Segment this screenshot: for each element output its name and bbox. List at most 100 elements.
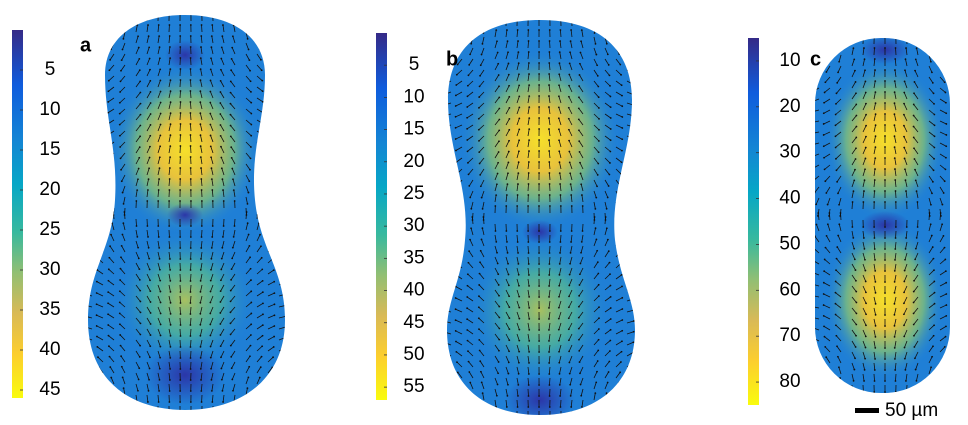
- vector-head: [158, 46, 161, 49]
- vector-arrow: [494, 184, 498, 192]
- vector-head: [179, 112, 182, 114]
- vector-arrow: [245, 152, 251, 159]
- vector-arrow: [221, 372, 225, 380]
- vector-head: [478, 162, 481, 165]
- vector-arrow: [278, 108, 285, 112]
- vector-head: [85, 270, 87, 272]
- vector-head: [548, 340, 550, 342]
- vector-head: [200, 225, 203, 227]
- vector-arrow: [222, 179, 225, 187]
- vector-arrow: [135, 81, 141, 88]
- vector-arrow: [558, 74, 562, 82]
- vector-head: [507, 361, 510, 364]
- vector-arrow: [824, 259, 831, 265]
- vector-arrow: [580, 184, 584, 192]
- vector-head: [864, 91, 867, 94]
- vector-arrow: [913, 296, 919, 303]
- vector-head: [570, 230, 573, 232]
- vector-arrow: [838, 367, 842, 375]
- vector-arrow: [505, 195, 508, 203]
- vector-head: [250, 279, 252, 281]
- vector-head: [884, 292, 886, 294]
- vector-head: [250, 323, 253, 326]
- vector-head: [630, 184, 633, 187]
- vector-head: [854, 357, 856, 360]
- vector-head: [548, 351, 550, 353]
- vector-arrow: [569, 256, 573, 264]
- vector-head: [123, 398, 126, 400]
- vector-arrow: [479, 350, 485, 357]
- vector-head: [855, 334, 857, 337]
- vector-head: [107, 122, 109, 125]
- vector-arrow: [915, 241, 919, 249]
- vector-arrow: [190, 79, 192, 88]
- vector-head: [200, 258, 202, 260]
- vector-head: [179, 313, 182, 315]
- vector-arrow: [823, 270, 831, 276]
- vector-arrow: [894, 252, 897, 260]
- vector-head: [179, 123, 182, 125]
- vector-head: [854, 346, 857, 348]
- vector-arrow: [88, 282, 93, 286]
- vector-arrow: [527, 388, 529, 397]
- vector-arrow: [199, 295, 203, 303]
- vector-arrow: [904, 169, 908, 177]
- vector-arrow: [928, 54, 932, 62]
- vector-head: [148, 367, 151, 370]
- vector-head: [179, 24, 182, 26]
- vector-arrow: [916, 384, 919, 393]
- vector-head: [120, 355, 123, 358]
- vector-arrow: [593, 371, 598, 379]
- vector-arrow: [516, 300, 520, 308]
- scale-bar: [855, 408, 879, 413]
- vector-head: [273, 325, 276, 327]
- vector-head: [812, 327, 814, 329]
- vector-head: [598, 295, 600, 297]
- vector-arrow: [267, 196, 271, 204]
- vector-arrow: [815, 316, 820, 320]
- colorbar-tick-label: 45: [39, 379, 60, 400]
- colorbar-tick-label: 40: [779, 188, 800, 209]
- vector-head: [538, 307, 541, 309]
- vector-arrow: [90, 212, 93, 220]
- vector-arrow: [494, 63, 499, 71]
- vector-arrow: [90, 20, 93, 28]
- vector-head: [457, 381, 460, 384]
- vector-head: [518, 361, 520, 364]
- vector-head: [628, 392, 631, 395]
- vector-head: [284, 304, 285, 307]
- vector-arrow: [840, 212, 842, 221]
- vector-head: [210, 167, 213, 170]
- vector-head: [568, 161, 571, 164]
- vector-arrow: [494, 195, 497, 203]
- vector-head: [469, 196, 472, 199]
- vector-arrow: [96, 303, 104, 308]
- vector-arrow: [470, 228, 474, 236]
- vector-arrow: [245, 108, 252, 114]
- vector-head: [466, 139, 469, 141]
- vector-arrow: [838, 197, 842, 205]
- panel-label: b: [446, 48, 458, 70]
- vector-arrow: [895, 373, 897, 382]
- vector-arrow: [278, 326, 285, 330]
- vector-arrow: [815, 260, 820, 265]
- vector-head: [200, 167, 202, 169]
- vector-head: [458, 42, 461, 45]
- vector-arrow: [456, 80, 463, 86]
- colorbar-tick-label: 30: [403, 215, 424, 236]
- vector-arrow: [256, 257, 262, 264]
- vector-arrow: [447, 190, 452, 198]
- vector-head: [84, 326, 86, 328]
- vector-arrow: [626, 403, 628, 412]
- vector-arrow: [478, 124, 485, 131]
- vector-arrow: [928, 65, 933, 73]
- vector-head: [914, 179, 917, 182]
- vector-arrow: [823, 315, 831, 320]
- vector-arrow: [604, 329, 611, 335]
- vector-head: [915, 47, 918, 50]
- vector-head: [234, 13, 236, 15]
- vector-head: [88, 191, 90, 193]
- field-c: [812, 38, 950, 393]
- vector-arrow: [256, 246, 262, 253]
- vector-arrow: [815, 295, 820, 298]
